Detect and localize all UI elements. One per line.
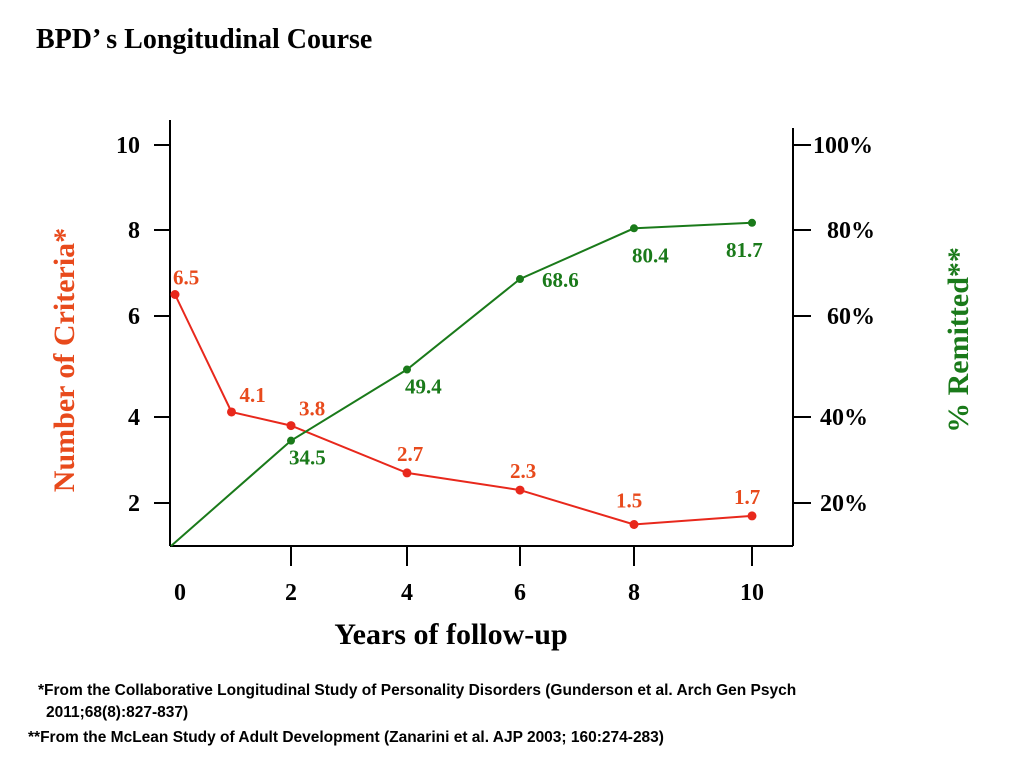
- footnote-clps: *From the Collaborative Longitudinal Stu…: [38, 682, 797, 699]
- x-axis-tick-label: 2: [285, 580, 297, 606]
- right-axis-tick-label: 100%: [813, 133, 873, 159]
- criteria-data-label: 1.5: [616, 489, 642, 513]
- remitted-data-point: [748, 218, 756, 227]
- right-axis-tick-label: 60%: [827, 304, 875, 330]
- remitted-data-point: [403, 365, 411, 374]
- footnote-clps-continued: 2011;68(8):827-837): [46, 704, 189, 721]
- criteria-data-point: [629, 520, 639, 529]
- criteria-data-label: 4.1: [240, 383, 266, 407]
- criteria-data-label: 2.3: [510, 459, 536, 483]
- criteria-data-point: [747, 511, 757, 521]
- footnote-msad: **From the McLean Study of Adult Develop…: [28, 729, 664, 746]
- criteria-series-line: [174, 294, 753, 526]
- left-axis-tick-label: 8: [128, 218, 140, 244]
- left-axis-tick-label: 6: [128, 304, 140, 330]
- slide-title: BPD’ s Longitudinal Course: [36, 24, 373, 55]
- criteria-data-point: [170, 290, 180, 299]
- left-axis-tick-label: 2: [128, 491, 140, 517]
- x-axis-title: Years of follow-up: [334, 618, 567, 651]
- remitted-data-point: [630, 224, 638, 233]
- left-axis-tick-label: 10: [116, 133, 140, 159]
- right-axis-tick-label: 40%: [820, 405, 868, 431]
- remitted-data-label: 68.6: [542, 268, 579, 292]
- x-axis-tick-label: 6: [514, 580, 526, 606]
- remitted-data-point: [516, 275, 524, 284]
- criteria-data-point: [227, 407, 236, 417]
- remitted-data-label: 81.7: [726, 238, 763, 262]
- remitted-data-point: [287, 436, 295, 445]
- remitted-data-label: 34.5: [289, 446, 326, 470]
- right-axis-tick-label: 20%: [820, 491, 868, 517]
- remitted-data-label: 80.4: [632, 243, 669, 267]
- right-axis-tick-label: 80%: [827, 218, 875, 244]
- x-axis-tick-label: 4: [401, 580, 413, 606]
- criteria-data-point: [515, 485, 525, 495]
- x-axis-tick-label: 8: [628, 580, 640, 606]
- criteria-data-point: [286, 421, 296, 431]
- series-layer: 6.5 4.1 3.8 2.7 2.3 1.5 1.7 34.5 49.4 68.6 80.4 81.…: [170, 218, 763, 547]
- axes: 10 8 6 4 2 100% 80% 60% 40% 20% 0 2 4 6 8 10: [116, 120, 875, 606]
- criteria-data-label: 3.8: [299, 397, 325, 421]
- x-axis-tick-label: 0: [174, 580, 186, 606]
- right-axis-title: % Remitted**: [942, 247, 975, 433]
- criteria-data-label: 2.7: [397, 442, 423, 466]
- left-axis-title: Number of Criteria*: [48, 228, 81, 492]
- left-axis-tick-label: 4: [128, 405, 140, 431]
- remitted-series-line: [170, 221, 753, 547]
- criteria-data-label: 1.7: [734, 485, 760, 509]
- criteria-data-point: [402, 468, 412, 478]
- remitted-data-label: 49.4: [405, 375, 442, 399]
- criteria-data-label: 6.5: [173, 266, 199, 290]
- x-axis-tick-label: 10: [740, 580, 764, 606]
